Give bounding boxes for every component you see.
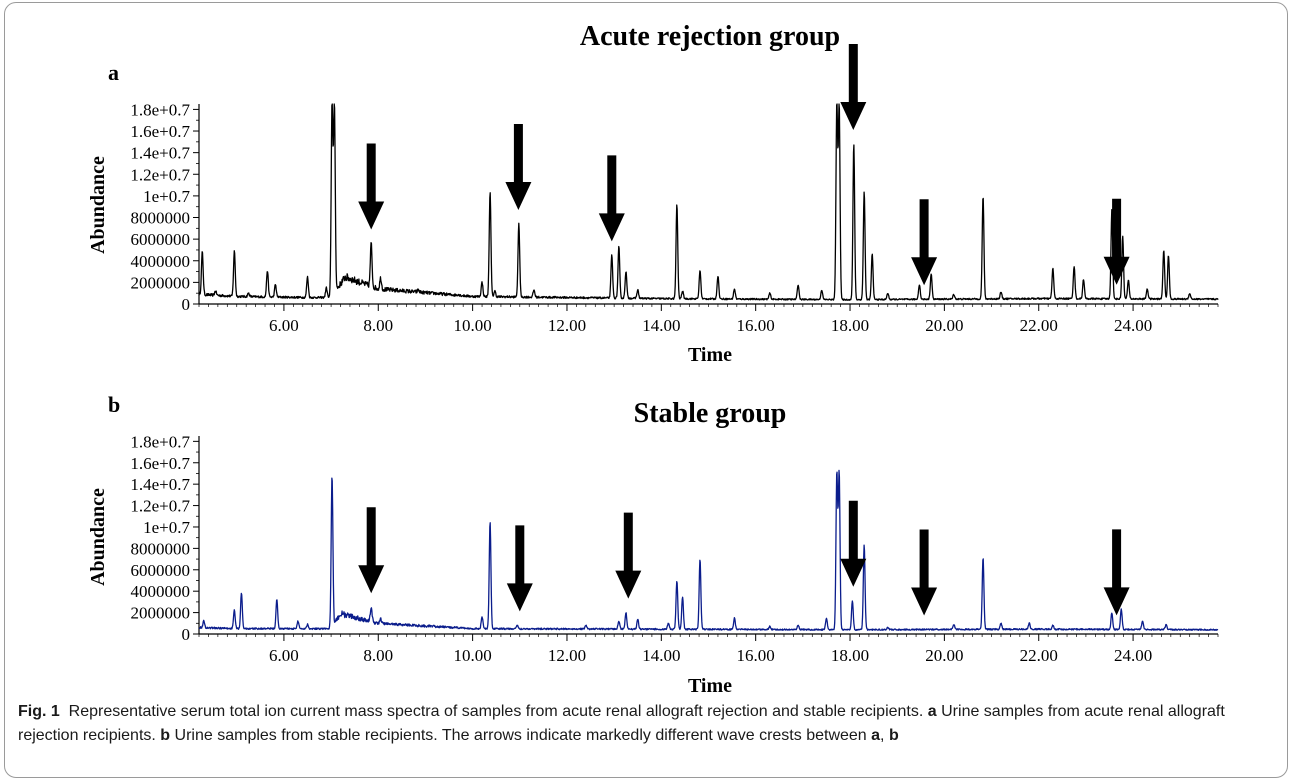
y-tick-label: 1.4e+0.7 [130, 475, 190, 494]
x-tick-label: 22.00 [1020, 646, 1058, 665]
x-tick-label: 14.00 [642, 646, 680, 665]
figure-caption: Fig. 1 Representative serum total ion cu… [18, 700, 1280, 748]
annotation-arrow [598, 155, 625, 242]
caption-label-b: b [160, 727, 171, 744]
y-tick-label: 1.2e+0.7 [130, 165, 190, 184]
y-tick-label: 1e+0.7 [143, 187, 190, 206]
y-tick-label: 2000000 [131, 604, 191, 623]
annotation-arrow [1103, 198, 1130, 285]
annotation-arrow [911, 529, 938, 616]
x-tick-label: 8.00 [363, 646, 393, 665]
series-line [198, 103, 1219, 301]
y-tick-label: 4000000 [131, 582, 191, 601]
figure-frame [4, 2, 1288, 778]
y-tick-label: 1.6e+0.7 [130, 122, 190, 141]
y-tick-label: 0 [182, 625, 191, 644]
x-tick-label: 16.00 [737, 646, 775, 665]
panel-b-title: Stable group [634, 398, 787, 429]
panel-a-trace [198, 103, 1219, 301]
x-tick-label: 18.00 [831, 646, 869, 665]
x-tick-label: 10.00 [453, 646, 491, 665]
annotation-arrow [840, 500, 867, 587]
panel-a-ticks: 0 2000000 4000000 6000000 8000000 1e+0.7 1.2e+… [130, 100, 1219, 335]
panel-b-ticks: 0 2000000 4000000 6000000 8000000 1e+0.7 1.2e+… [130, 432, 1219, 665]
panel-b-arrows [358, 500, 1130, 616]
annotation-arrow [358, 143, 385, 230]
caption-label-a2: a [871, 727, 881, 744]
annotation-arrow [615, 512, 642, 599]
y-tick-label: 8000000 [131, 539, 191, 558]
x-tick-label: 10.00 [453, 316, 491, 335]
caption-fig-label: Fig. 1 [18, 703, 60, 720]
x-tick-label: 12.00 [548, 316, 586, 335]
figure-canvas: a Acute rejection group Abundance Time 0… [87, 21, 1219, 697]
panel-b: b Stable group Abundance Time 0 2000000 40… [87, 392, 1219, 697]
annotation-arrow [1103, 529, 1130, 616]
y-tick-label: 6000000 [131, 561, 191, 580]
annotation-arrow [840, 44, 867, 130]
caption-comma: , [880, 727, 885, 744]
panel-a-arrows [358, 44, 1130, 286]
y-tick-label: 2000000 [131, 273, 191, 292]
x-tick-label: 18.00 [831, 316, 869, 335]
annotation-arrow [358, 507, 385, 594]
x-tick-label: 12.00 [548, 646, 586, 665]
y-tick-label: 8000000 [131, 209, 191, 228]
panel-a: a Acute rejection group Abundance Time 0… [87, 21, 1219, 366]
y-tick-label: 1e+0.7 [143, 518, 190, 537]
x-tick-label: 6.00 [269, 316, 299, 335]
x-tick-label: 24.00 [1114, 316, 1152, 335]
panel-b-ylabel: Abundance [87, 488, 109, 586]
series-line [198, 469, 1219, 631]
panel-a-axes [198, 104, 1218, 305]
y-tick-label: 1.4e+0.7 [130, 144, 190, 163]
caption-text-1: Representative serum total ion current m… [68, 703, 924, 720]
annotation-arrow [506, 525, 533, 612]
x-tick-label: 14.00 [642, 316, 680, 335]
y-tick-label: 1.6e+0.7 [130, 454, 190, 473]
y-tick-label: 1.2e+0.7 [130, 497, 190, 516]
x-tick-label: 24.00 [1114, 646, 1152, 665]
x-tick-label: 20.00 [925, 316, 963, 335]
annotation-arrow [505, 124, 532, 210]
x-tick-label: 6.00 [269, 646, 299, 665]
panel-b-axes [198, 436, 1218, 635]
x-tick-label: 20.00 [925, 646, 963, 665]
y-tick-label: 6000000 [131, 230, 191, 249]
y-tick-label: 4000000 [131, 252, 191, 271]
y-tick-label: 1.8e+0.7 [130, 432, 190, 451]
caption-label-a: a [927, 703, 937, 720]
x-tick-label: 8.00 [363, 316, 393, 335]
panel-a-ylabel: Abundance [87, 156, 109, 254]
panel-a-label: a [108, 60, 119, 85]
x-tick-label: 16.00 [737, 316, 775, 335]
y-tick-label: 1.8e+0.7 [130, 100, 190, 119]
panel-a-xlabel: Time [688, 344, 732, 366]
panel-a-title: Acute rejection group [580, 21, 840, 52]
caption-text-3: Urine samples from stable recipients. Th… [174, 727, 867, 744]
annotation-arrow [911, 199, 938, 286]
x-tick-label: 22.00 [1020, 316, 1058, 335]
panel-b-trace [198, 469, 1219, 631]
y-tick-label: 0 [182, 295, 191, 314]
panel-b-label: b [108, 392, 120, 417]
panel-b-xlabel: Time [688, 675, 732, 697]
caption-label-b2: b [888, 727, 899, 744]
caption-text-2: Urine samples from acute renal allograft… [18, 703, 1225, 744]
